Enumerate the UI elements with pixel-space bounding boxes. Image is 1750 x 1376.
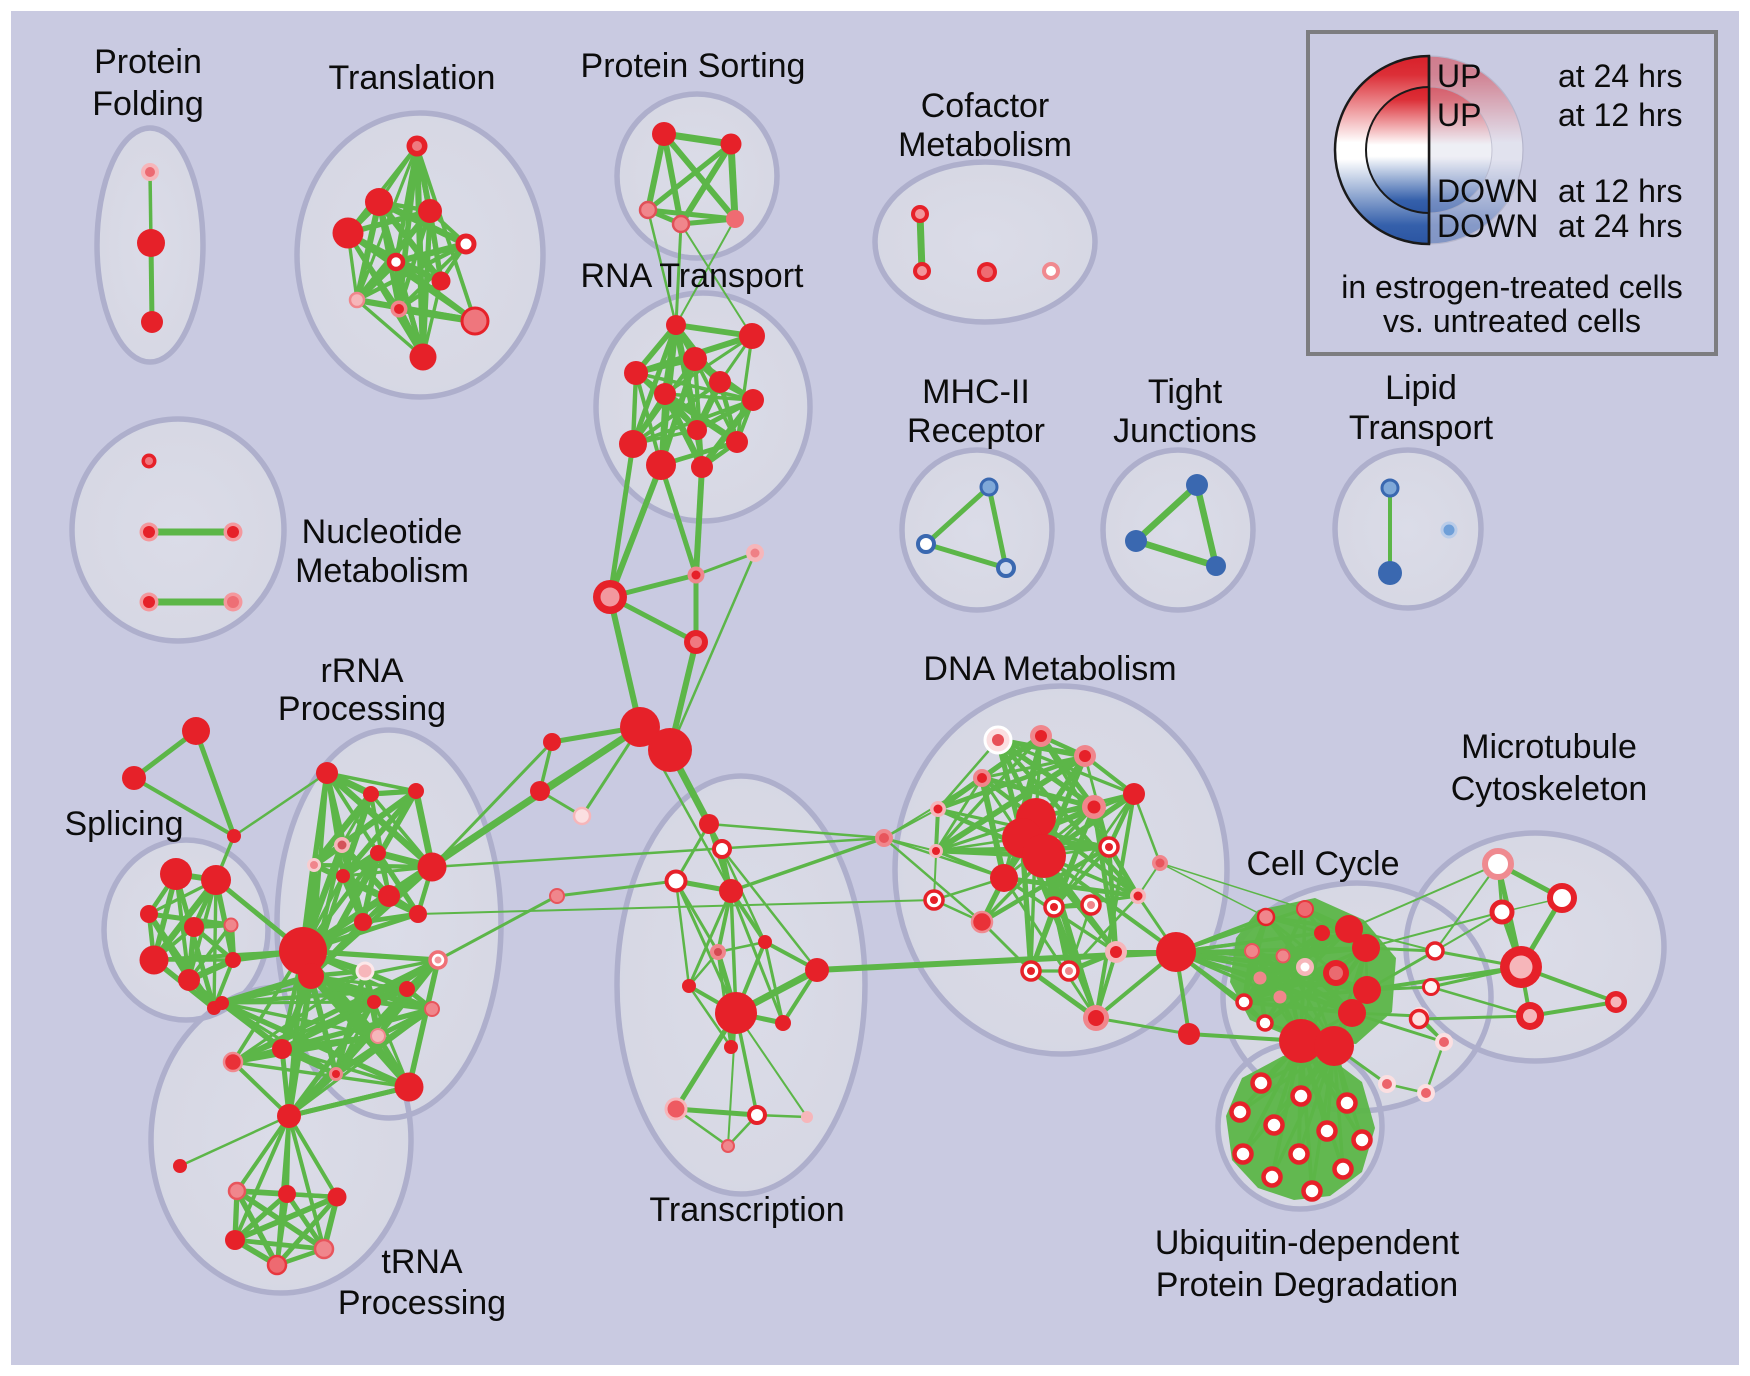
svg-text:tRNA: tRNA xyxy=(381,1243,463,1281)
svg-text:Microtubule: Microtubule xyxy=(1461,728,1637,766)
svg-text:Lipid: Lipid xyxy=(1385,369,1457,407)
svg-text:Processing: Processing xyxy=(338,1284,506,1322)
svg-text:Cofactor: Cofactor xyxy=(921,87,1050,125)
svg-text:Ubiquitin-dependent: Ubiquitin-dependent xyxy=(1155,1224,1460,1262)
svg-text:RNA Transport: RNA Transport xyxy=(581,257,805,295)
svg-text:in estrogen-treated cells: in estrogen-treated cells xyxy=(1341,269,1683,305)
svg-text:Protein Sorting: Protein Sorting xyxy=(581,47,806,85)
svg-text:DOWN: DOWN xyxy=(1437,208,1538,244)
svg-text:Receptor: Receptor xyxy=(907,412,1045,450)
svg-text:Metabolism: Metabolism xyxy=(295,552,469,590)
svg-text:Metabolism: Metabolism xyxy=(898,126,1072,164)
svg-text:DNA Metabolism: DNA Metabolism xyxy=(923,650,1176,688)
svg-text:Folding: Folding xyxy=(92,85,204,123)
svg-text:rRNA: rRNA xyxy=(320,652,403,690)
svg-text:vs. untreated cells: vs. untreated cells xyxy=(1383,303,1641,339)
svg-text:at 24 hrs: at 24 hrs xyxy=(1558,208,1683,244)
svg-text:DOWN: DOWN xyxy=(1437,173,1538,209)
svg-text:at 24 hrs: at 24 hrs xyxy=(1558,58,1683,94)
svg-text:Transcription: Transcription xyxy=(649,1191,844,1229)
svg-text:Splicing: Splicing xyxy=(64,805,183,843)
svg-text:UP: UP xyxy=(1437,97,1481,133)
svg-text:Processing: Processing xyxy=(278,690,446,728)
svg-text:Nucleotide: Nucleotide xyxy=(302,513,463,551)
svg-text:at 12 hrs: at 12 hrs xyxy=(1558,173,1683,209)
svg-text:Tight: Tight xyxy=(1148,373,1223,411)
svg-text:Protein Degradation: Protein Degradation xyxy=(1156,1266,1458,1304)
svg-text:Transport: Transport xyxy=(1349,409,1494,447)
svg-text:UP: UP xyxy=(1437,58,1481,94)
svg-text:Protein: Protein xyxy=(94,43,202,81)
svg-text:Cytoskeleton: Cytoskeleton xyxy=(1451,770,1648,808)
svg-text:Junctions: Junctions xyxy=(1113,412,1257,450)
svg-text:Translation: Translation xyxy=(329,59,496,97)
svg-text:at 12 hrs: at 12 hrs xyxy=(1558,97,1683,133)
svg-text:Cell Cycle: Cell Cycle xyxy=(1246,845,1399,883)
svg-text:MHC-II: MHC-II xyxy=(922,373,1030,411)
